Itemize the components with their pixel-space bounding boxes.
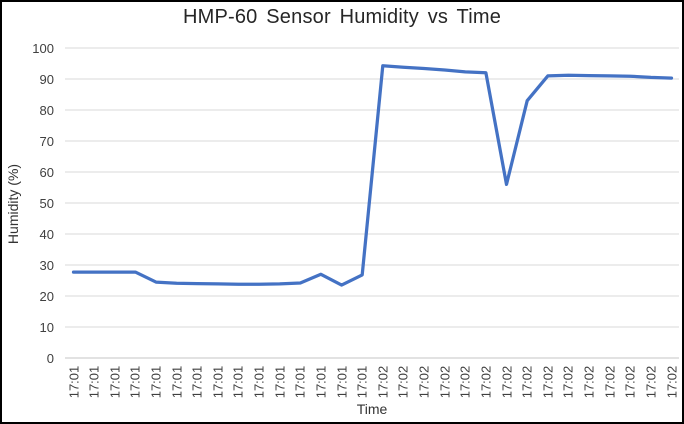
x-tick-label-text: 17:02 xyxy=(478,365,494,399)
x-tick-label-text: 17:01 xyxy=(354,365,370,399)
y-tick-label: 80 xyxy=(39,102,54,118)
x-tick-label-text: 17:02 xyxy=(643,365,659,399)
x-tick-label-text: 17:02 xyxy=(560,365,576,399)
x-tick-label-text: 17:02 xyxy=(437,365,453,399)
x-tick-label-text: 17:01 xyxy=(86,365,102,399)
y-tick-label: 0 xyxy=(46,350,54,366)
x-tick-label-text: 17:01 xyxy=(189,365,205,399)
x-tick-label-text: 17:02 xyxy=(519,365,535,399)
x-tick-label-text: 17:01 xyxy=(251,365,267,399)
y-tick-label: 40 xyxy=(39,226,54,242)
y-tick-label: 50 xyxy=(39,195,54,211)
humidity-series-line xyxy=(71,64,674,287)
x-tick-label-text: 17:02 xyxy=(602,365,618,399)
y-tick-label: 100 xyxy=(32,40,54,56)
x-tick-label-text: 17:01 xyxy=(107,365,123,399)
x-tick-label-text: 17:02 xyxy=(664,365,679,399)
x-tick-label-text: 17:01 xyxy=(169,365,185,399)
chart-title: HMP-60 Sensor Humidity vs Time xyxy=(182,6,502,28)
y-tick-label: 10 xyxy=(39,319,54,335)
x-tick-label-text: 17:01 xyxy=(313,365,329,399)
x-tick-label-text: 17:02 xyxy=(581,365,597,399)
x-tick-label-text: 17:02 xyxy=(416,365,432,399)
y-axis-title: Humidity (%) xyxy=(5,163,21,245)
y-tick-label: 90 xyxy=(39,71,54,87)
x-tick-label-text: 17:01 xyxy=(127,365,143,399)
x-tick-label-text: 17:01 xyxy=(334,365,350,399)
y-tick-label: 20 xyxy=(39,288,54,304)
x-tick-label-text: 17:02 xyxy=(540,365,556,399)
x-tick-label-text: 17:02 xyxy=(395,365,411,399)
y-tick-label: 60 xyxy=(39,164,54,180)
x-tick-label-text: 17:01 xyxy=(210,365,226,399)
x-tick-label-text: 17:01 xyxy=(148,365,164,399)
y-tick-label: 30 xyxy=(39,257,54,273)
y-tick-label: 70 xyxy=(39,133,54,149)
x-axis-title: Time xyxy=(356,401,388,417)
x-tick-label-text: 17:02 xyxy=(622,365,638,399)
x-tick-label-text: 17:01 xyxy=(292,365,308,399)
x-tick-label-text: 17:02 xyxy=(499,365,515,399)
x-tick-label-text: 17:02 xyxy=(457,365,473,399)
x-tick-label-text: 17:02 xyxy=(375,365,391,399)
x-tick-label-text: 17:01 xyxy=(272,365,288,399)
x-tick-label-text: 17:01 xyxy=(230,365,246,399)
x-tick-label-text: 17:01 xyxy=(66,365,81,399)
